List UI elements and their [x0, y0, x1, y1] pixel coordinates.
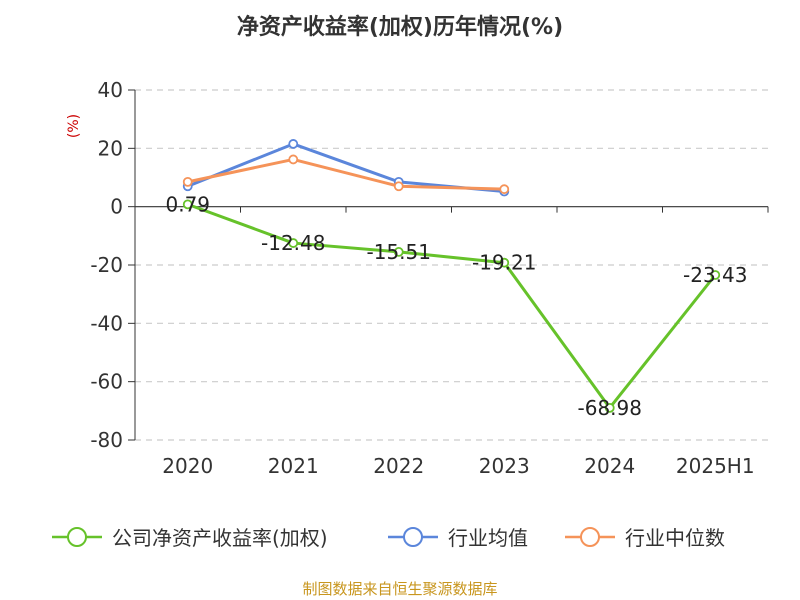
y-tick-labels: 40 20 0 -20 -40 -60 -80	[90, 78, 123, 452]
y-tick-label: -20	[90, 253, 123, 277]
chart-title: 净资产收益率(加权)历年情况(%)	[237, 14, 563, 40]
x-tick-label: 2020	[162, 454, 213, 478]
data-label: -19.21	[472, 251, 536, 275]
data-point	[499, 257, 510, 268]
series-line	[187, 157, 505, 191]
data-label: -12.48	[261, 231, 325, 255]
legend-label: 行业均值	[448, 526, 528, 550]
data-point	[288, 139, 299, 149]
x-tick-label: 2023	[479, 454, 530, 478]
data-label: 0.79	[165, 192, 210, 216]
y-tick-label: 0	[110, 195, 123, 219]
x-tick-label: 2025H1	[676, 454, 755, 478]
legend-label: 公司净资产收益率(加权)	[112, 526, 328, 550]
data-point	[604, 402, 615, 413]
data-point	[182, 176, 193, 187]
series-line	[187, 142, 505, 193]
series-layer	[182, 139, 721, 413]
data-point	[288, 238, 299, 248]
data-label: -68.98	[578, 396, 642, 420]
axes	[128, 89, 769, 441]
x-tick-label: 2024	[584, 454, 635, 478]
legend-label: 行业中位数	[625, 526, 725, 550]
y-tick-label: 40	[98, 78, 123, 102]
legend-swatch-marker	[67, 527, 87, 547]
data-point	[499, 184, 510, 195]
data-point	[393, 181, 404, 192]
series-line	[187, 202, 717, 410]
x-tick-label: 2022	[373, 454, 424, 478]
data-label: -15.51	[367, 240, 431, 264]
x-tick-labels: 2020 2021 2022 2023 2024 2025H1	[162, 454, 754, 478]
y-tick-label: -80	[90, 428, 123, 452]
data-point	[288, 154, 299, 165]
y-tick-label: 20	[98, 136, 123, 160]
y-tick-label: -60	[90, 370, 123, 394]
y-tick-label: -40	[90, 311, 123, 335]
legend: 公司净资产收益率(加权) 行业均值 行业中位数	[52, 526, 725, 550]
gridlines	[135, 89, 768, 441]
legend-swatch-marker	[403, 527, 423, 547]
data-label: -23.43	[683, 263, 747, 287]
legend-swatch-marker	[580, 527, 600, 547]
data-labels: 0.79 -12.48 -15.51 -19.21 -68.98 -23.43	[165, 192, 747, 419]
y-axis-unit: (%)	[66, 114, 82, 138]
data-point	[182, 199, 193, 210]
data-point	[710, 270, 721, 280]
source-note: 制图数据来自恒生聚源数据库	[302, 580, 497, 598]
data-point	[393, 247, 404, 257]
x-tick-label: 2021	[268, 454, 319, 478]
